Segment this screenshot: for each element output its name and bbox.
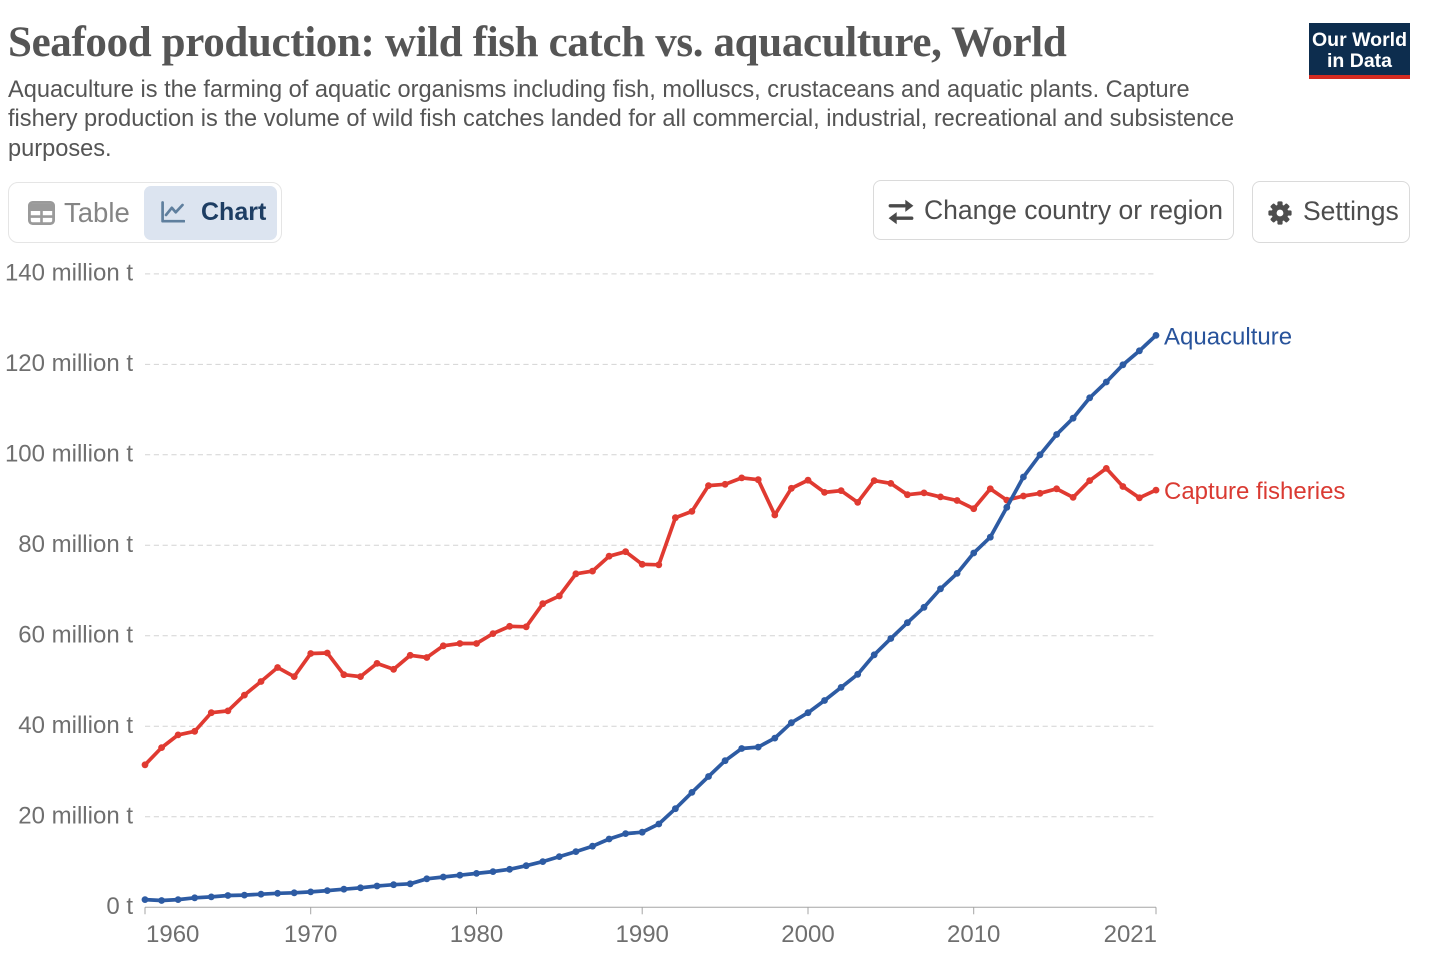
svg-text:80 million t: 80 million t — [18, 531, 133, 558]
svg-text:Aquaculture: Aquaculture — [1164, 324, 1292, 351]
svg-text:20 million t: 20 million t — [18, 803, 133, 830]
svg-text:2021: 2021 — [1104, 921, 1157, 948]
svg-text:100 million t: 100 million t — [5, 441, 133, 468]
svg-text:1980: 1980 — [450, 921, 503, 948]
svg-text:2000: 2000 — [781, 921, 834, 948]
svg-text:40 million t: 40 million t — [18, 712, 133, 739]
svg-text:60 million t: 60 million t — [18, 622, 133, 649]
svg-text:1960: 1960 — [146, 921, 199, 948]
svg-text:1990: 1990 — [616, 921, 669, 948]
svg-text:Capture fisheries: Capture fisheries — [1164, 478, 1345, 505]
svg-text:2010: 2010 — [947, 921, 1000, 948]
svg-text:1970: 1970 — [284, 921, 337, 948]
svg-text:0 t: 0 t — [106, 893, 133, 920]
svg-text:140 million t: 140 million t — [5, 260, 133, 287]
svg-text:120 million t: 120 million t — [5, 350, 133, 377]
